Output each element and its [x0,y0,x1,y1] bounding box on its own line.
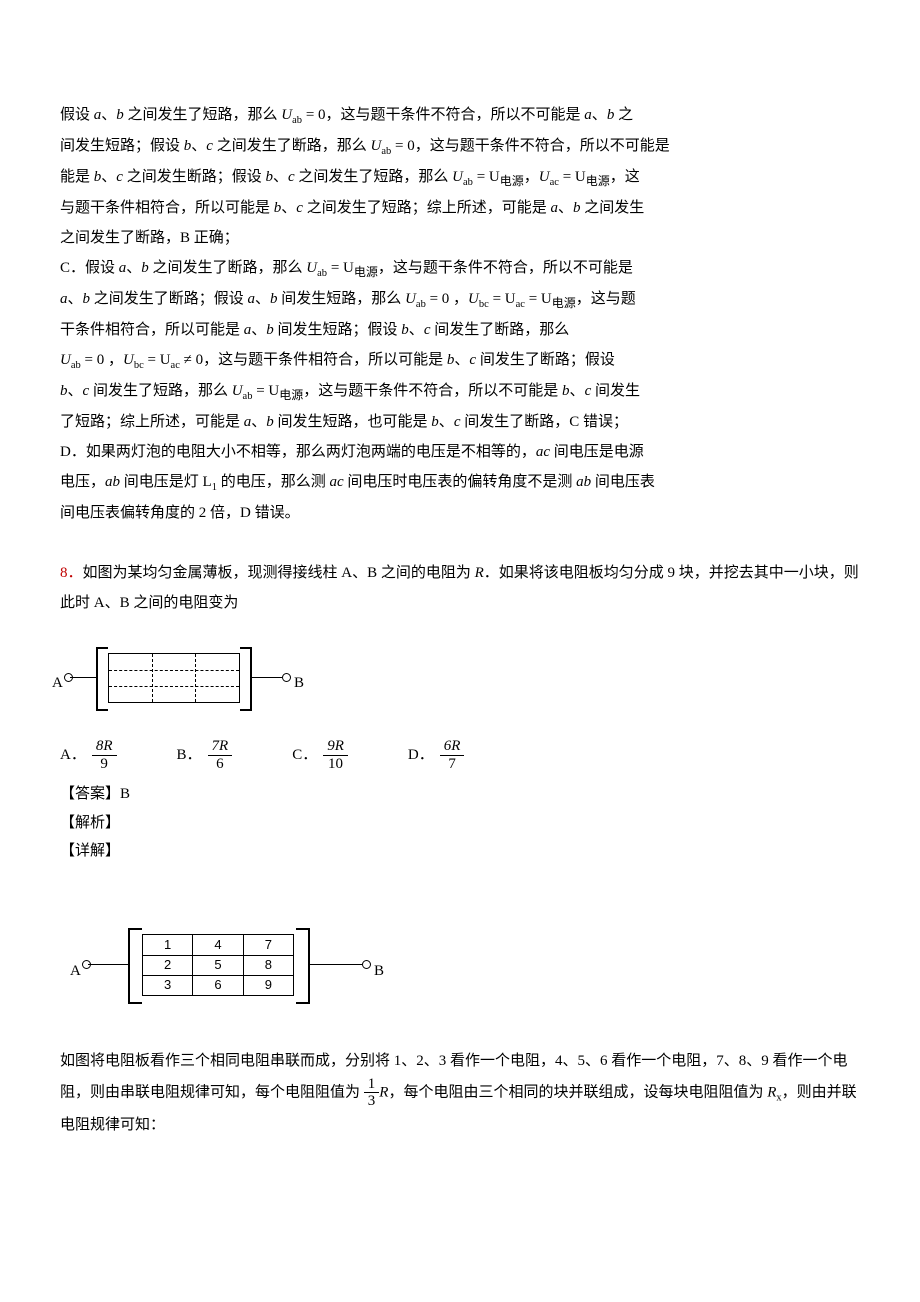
wire-left [70,677,96,678]
solution-paragraph-c: C．假设 a、b 之间发生了断路，那么 Uab = U电源，这与题干条件不符合，… [60,253,860,437]
figure-metal-plate: A B [60,633,320,723]
cell-7: 7 [244,935,293,955]
bracket-right [240,647,252,711]
cell-9: 9 [244,975,293,995]
detail-line: 【详解】 [60,837,860,866]
cell-5: 5 [193,955,243,975]
answer-block: 【答案】B 【解析】 【详解】 [60,780,860,866]
bracket-left-2 [128,928,142,1004]
wire-left-2 [88,964,128,965]
analysis-line: 【解析】 [60,809,860,838]
cell-1: 1 [143,935,193,955]
cell-2: 2 [143,955,193,975]
option-c: C． 9R10 [292,738,348,772]
terminal-label-a: A [52,668,63,698]
answer-options: A． 8R9 B． 7R6 C． 9R10 D． 6R7 [60,738,860,772]
terminal-label-b: B [294,668,304,698]
bracket-left [96,647,108,711]
cell-4: 4 [193,935,243,955]
plate-2: 1 4 7 2 5 8 3 6 9 [142,934,294,996]
option-d: D． 6R7 [408,738,465,772]
wire-right-2 [310,964,362,965]
figure-numbered-plate: A 1 4 7 2 5 8 3 6 9 B [70,916,400,1016]
terminal-label-b2: B [374,956,384,986]
answer-line: 【答案】B [60,780,860,809]
option-a: A． 8R9 [60,738,117,772]
plate [108,653,240,703]
question-8: 8．如图为某均匀金属薄板，现测得接线柱 A、B 之间的电阻为 R．如果将该电阻板… [60,558,860,618]
question-number: 8． [60,565,83,581]
terminal-b-icon [282,673,291,682]
cell-6: 6 [193,975,243,995]
cell-3: 3 [143,975,193,995]
solution-paragraph-b: 假设 a、b 之间发生了短路，那么 Uab = 0，这与题干条件不符合，所以不可… [60,100,860,253]
bracket-right-2 [296,928,310,1004]
terminal-b2-icon [362,960,371,969]
terminal-label-a2: A [70,956,81,986]
solution-paragraph-d: D．如果两灯泡的电阻大小不相等，那么两灯泡两端的电压是不相等的，ac 间电压是电… [60,437,860,528]
cell-8: 8 [244,955,293,975]
option-b: B． 7R6 [177,738,233,772]
explanation-paragraph: 如图将电阻板看作三个相同电阻串联而成，分别将 1、2、3 看作一个电阻，4、5、… [60,1046,860,1140]
wire-right [252,677,282,678]
